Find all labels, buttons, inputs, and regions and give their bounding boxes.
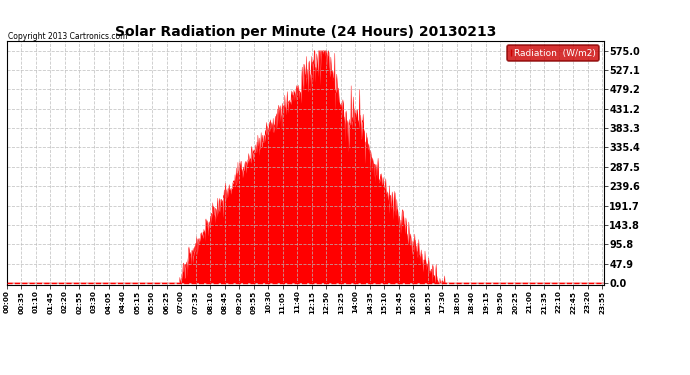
Legend: Radiation  (W/m2): Radiation (W/m2)	[507, 45, 599, 61]
Title: Solar Radiation per Minute (24 Hours) 20130213: Solar Radiation per Minute (24 Hours) 20…	[115, 26, 496, 39]
Text: Copyright 2013 Cartronics.com: Copyright 2013 Cartronics.com	[8, 32, 128, 41]
